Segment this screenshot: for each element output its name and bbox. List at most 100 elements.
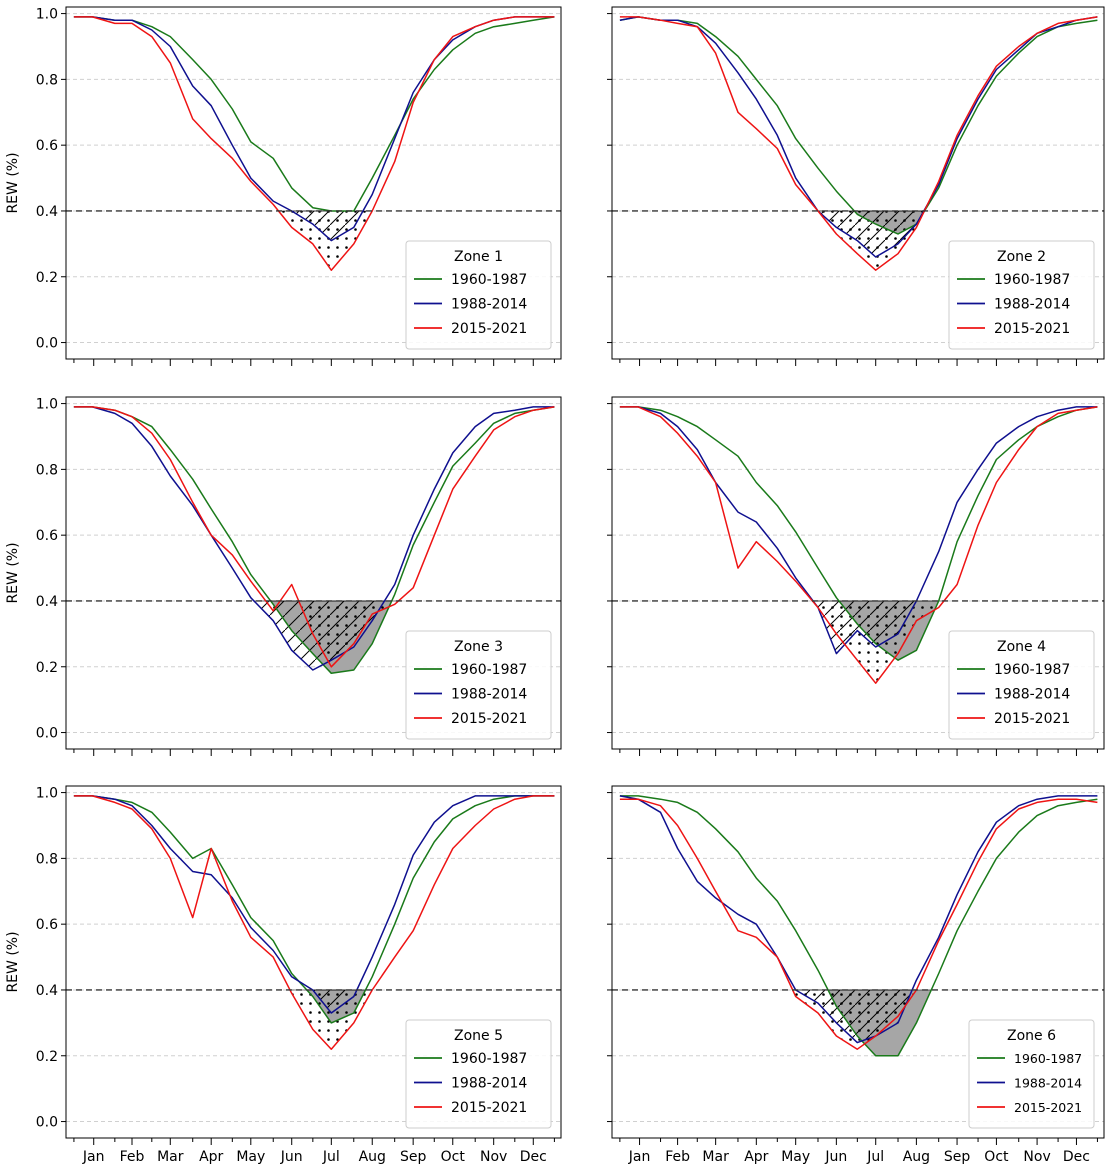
x-tick-label: Mar: [702, 1149, 729, 1165]
legend: Zone 3 1960-1987 1988-2014 2015-2021: [405, 630, 552, 740]
legend: Zone 6 1960-1987 1988-2014 2015-2021: [968, 1019, 1095, 1129]
legend-entry-1988-2014: 1988-2014: [451, 687, 527, 703]
legend: Zone 1 1960-1987 1988-2014 2015-2021: [405, 240, 552, 350]
x-tick-label: Feb: [665, 1149, 690, 1165]
axes-frame: [611, 396, 1105, 750]
y-tick-label: 0.0: [36, 1115, 58, 1131]
series-line-1988-2014: [73, 795, 555, 1014]
legend-box: [948, 630, 1095, 740]
x-tick-label: Aug: [359, 1149, 386, 1165]
y-tick-label: 0.8: [36, 72, 58, 88]
x-tick-label: Jul: [866, 1149, 884, 1165]
x-tick-label: Jan: [628, 1149, 651, 1165]
y-tick-label: 0.6: [36, 138, 58, 154]
series-line-2015-2021: [73, 16, 555, 271]
x-tick-label: Nov: [1023, 1149, 1050, 1165]
legend-entry-1960-1987: 1960-1987: [994, 272, 1070, 288]
y-tick-label: 0.6: [36, 917, 58, 933]
series-line-2015-2021: [619, 16, 1098, 271]
legend-entry-1988-2014: 1988-2014: [994, 687, 1070, 703]
legend-entry-1960-1987: 1960-1987: [451, 1051, 527, 1067]
legend-box: [405, 630, 552, 740]
y-tick-label: 0.0: [36, 726, 58, 742]
series-line-1960-1987: [73, 406, 555, 675]
x-tick-label: Mar: [157, 1149, 184, 1165]
y-tick-label: 1.0: [36, 397, 58, 413]
legend-entry-1960-1987: 1960-1987: [1014, 1051, 1082, 1066]
chart-panel-4: Zone 4 1960-1987 1988-2014 2015-2021: [607, 396, 1105, 756]
legend-entry-2015-2021: 2015-2021: [451, 1100, 527, 1116]
series-line-1960-1987: [73, 795, 555, 1024]
x-tick-label: Aug: [903, 1149, 930, 1165]
x-tick-label: Feb: [120, 1149, 145, 1165]
legend-box: [948, 240, 1095, 350]
y-tick-label: 0.4: [36, 594, 58, 610]
legend-box: [968, 1019, 1095, 1129]
legend-entry-1988-2014: 1988-2014: [994, 297, 1070, 313]
legend-title: Zone 5: [454, 1028, 503, 1044]
legend-entry-2015-2021: 2015-2021: [451, 321, 527, 337]
x-tick-label: Jan: [82, 1149, 105, 1165]
y-tick-label: 0.8: [36, 462, 58, 478]
x-tick-label: Dec: [520, 1149, 547, 1165]
y-tick-label: 0.2: [36, 1049, 58, 1065]
x-tick-label: Jul: [322, 1149, 340, 1165]
y-tick-label: 1.0: [36, 786, 58, 802]
x-tick-label: Oct: [441, 1149, 466, 1165]
series-line-1960-1987: [73, 16, 555, 212]
x-tick-label: Nov: [480, 1149, 507, 1165]
axes-frame: [65, 785, 562, 1139]
series-line-2015-2021: [619, 406, 1098, 684]
legend-title: Zone 4: [997, 639, 1046, 655]
legend-title: Zone 3: [454, 639, 503, 655]
legend: Zone 5 1960-1987 1988-2014 2015-2021: [405, 1019, 552, 1129]
legend-title: Zone 6: [1007, 1028, 1056, 1044]
series-line-1988-2014: [619, 406, 1098, 655]
y-axis-label: REW (%): [5, 931, 21, 992]
legend-entry-1988-2014: 1988-2014: [1014, 1076, 1082, 1091]
x-tick-label: Apr: [199, 1149, 223, 1165]
y-tick-label: 1.0: [36, 7, 58, 23]
y-tick-label: 0.8: [36, 851, 58, 867]
legend-entry-1960-1987: 1960-1987: [451, 272, 527, 288]
y-axis-label: REW (%): [5, 152, 21, 213]
chart-panel-5: 0.0 0.2 0.4 0.6 0.8 1.0 REW (%) Jan Feb Mar Apr May…: [5, 785, 562, 1165]
x-tick-label: Apr: [744, 1149, 768, 1165]
series-line-1960-1987: [619, 795, 1098, 1057]
y-tick-label: 0.4: [36, 983, 58, 999]
y-tick-label: 0.2: [36, 270, 58, 286]
legend-entry-1960-1987: 1960-1987: [994, 662, 1070, 678]
legend-entry-2015-2021: 2015-2021: [994, 711, 1070, 727]
x-tick-label: Oct: [984, 1149, 1009, 1165]
legend-box: [405, 240, 552, 350]
legend-entry-1960-1987: 1960-1987: [451, 662, 527, 678]
legend: Zone 4 1960-1987 1988-2014 2015-2021: [948, 630, 1095, 740]
y-tick-label: 0.2: [36, 660, 58, 676]
axes-frame: [65, 396, 562, 750]
x-tick-label: Dec: [1063, 1149, 1090, 1165]
x-tick-label: Sep: [944, 1149, 971, 1165]
legend-box: [405, 1019, 552, 1129]
axes-frame: [65, 6, 562, 360]
legend-title: Zone 2: [997, 249, 1046, 265]
legend-entry-2015-2021: 2015-2021: [451, 711, 527, 727]
series-line-1960-1987: [619, 16, 1098, 235]
legend-entry-1988-2014: 1988-2014: [451, 1076, 527, 1092]
series-line-2015-2021: [619, 798, 1098, 1050]
legend-title: Zone 1: [454, 249, 503, 265]
series-line-1988-2014: [73, 406, 555, 671]
y-tick-label: 0.4: [36, 204, 58, 220]
legend-entry-1988-2014: 1988-2014: [451, 297, 527, 313]
series-line-1988-2014: [619, 795, 1098, 1044]
y-axis-label: REW (%): [5, 542, 21, 603]
x-tick-label: Jun: [824, 1149, 847, 1165]
series-line-1960-1987: [619, 406, 1098, 661]
chart-panel-6: Jan Feb Mar Apr May Jun Jul Aug Sep Oct Nov Dec Zone…: [607, 785, 1105, 1165]
series-line-2015-2021: [73, 406, 555, 668]
legend-entry-2015-2021: 2015-2021: [1014, 1100, 1082, 1115]
y-tick-label: 0.6: [36, 528, 58, 544]
legend-entry-2015-2021: 2015-2021: [994, 321, 1070, 337]
legend: Zone 2 1960-1987 1988-2014 2015-2021: [948, 240, 1095, 350]
chart-panel-2: Zone 2 1960-1987 1988-2014 2015-2021: [607, 6, 1105, 366]
